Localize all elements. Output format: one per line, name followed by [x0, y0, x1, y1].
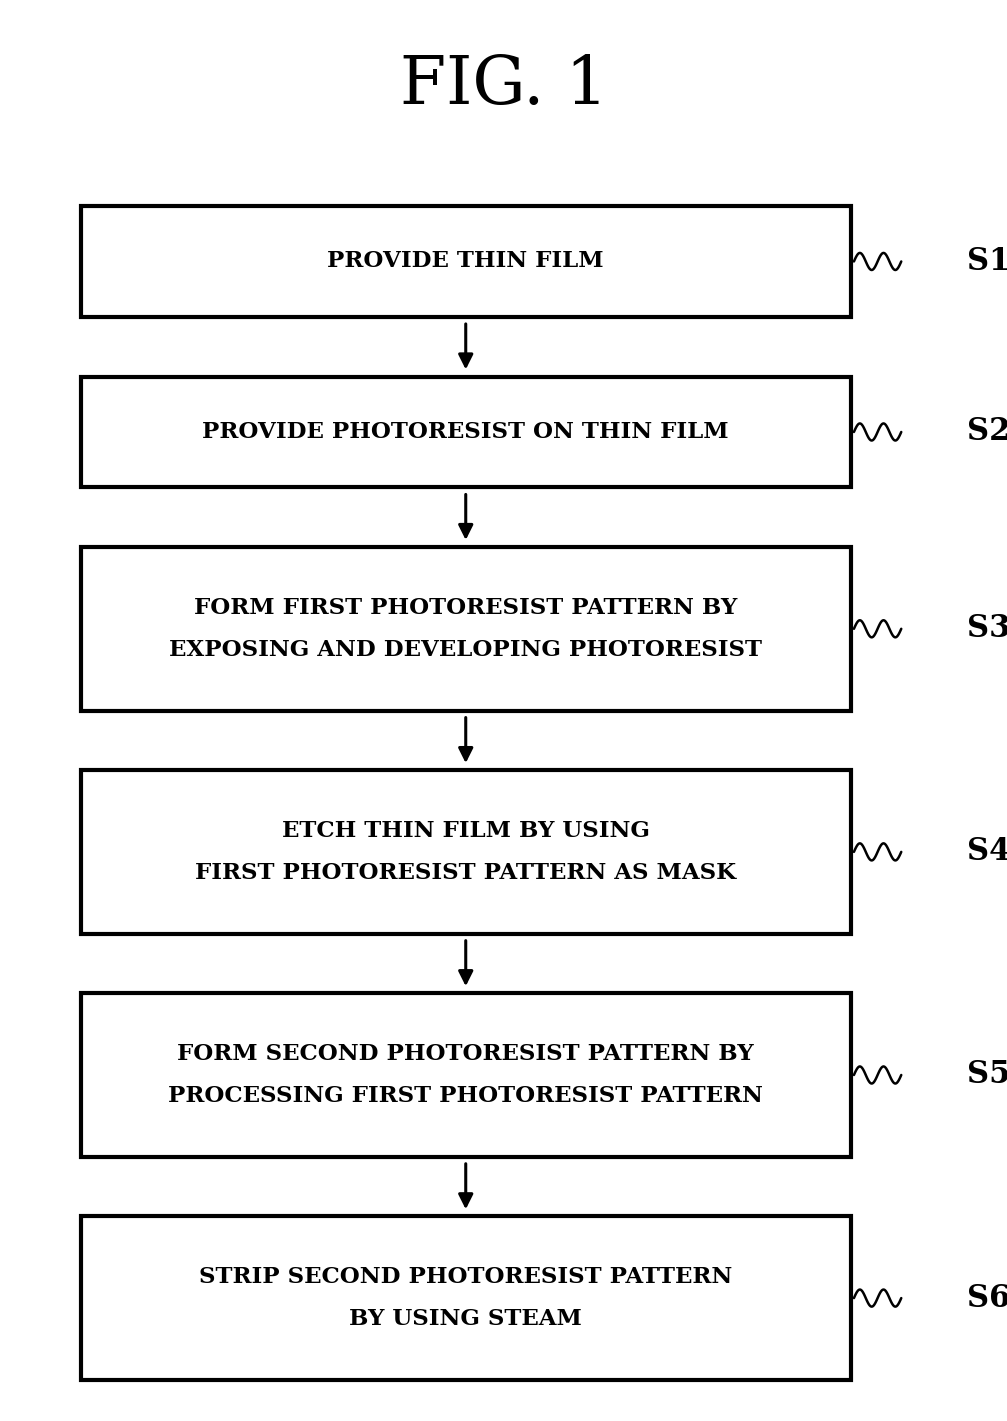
Text: ETCH THIN FILM BY USING: ETCH THIN FILM BY USING — [282, 820, 650, 843]
Bar — [81, 206, 851, 317]
Text: FORM FIRST PHOTORESIST PATTERN BY: FORM FIRST PHOTORESIST PATTERN BY — [194, 597, 737, 620]
Text: BY USING STEAM: BY USING STEAM — [349, 1307, 582, 1330]
Text: FIG. 1: FIG. 1 — [400, 53, 607, 118]
Text: FORM SECOND PHOTORESIST PATTERN BY: FORM SECOND PHOTORESIST PATTERN BY — [177, 1043, 754, 1066]
Text: STRIP SECOND PHOTORESIST PATTERN: STRIP SECOND PHOTORESIST PATTERN — [199, 1266, 732, 1289]
Bar — [81, 377, 851, 487]
Text: S20: S20 — [967, 416, 1007, 448]
Text: PROVIDE THIN FILM: PROVIDE THIN FILM — [327, 250, 604, 273]
Bar — [81, 1216, 851, 1380]
Text: PROCESSING FIRST PHOTORESIST PATTERN: PROCESSING FIRST PHOTORESIST PATTERN — [168, 1084, 763, 1107]
Text: S60: S60 — [967, 1283, 1007, 1313]
Bar — [81, 770, 851, 934]
Bar — [81, 547, 851, 710]
Text: S50: S50 — [967, 1060, 1007, 1090]
Text: S40: S40 — [967, 837, 1007, 867]
Text: PROVIDE PHOTORESIST ON THIN FILM: PROVIDE PHOTORESIST ON THIN FILM — [202, 421, 729, 443]
Bar — [81, 993, 851, 1157]
Text: EXPOSING AND DEVELOPING PHOTORESIST: EXPOSING AND DEVELOPING PHOTORESIST — [169, 638, 762, 661]
Text: FIRST PHOTORESIST PATTERN AS MASK: FIRST PHOTORESIST PATTERN AS MASK — [195, 861, 736, 884]
Text: S30: S30 — [967, 614, 1007, 644]
Text: S10: S10 — [967, 246, 1007, 277]
